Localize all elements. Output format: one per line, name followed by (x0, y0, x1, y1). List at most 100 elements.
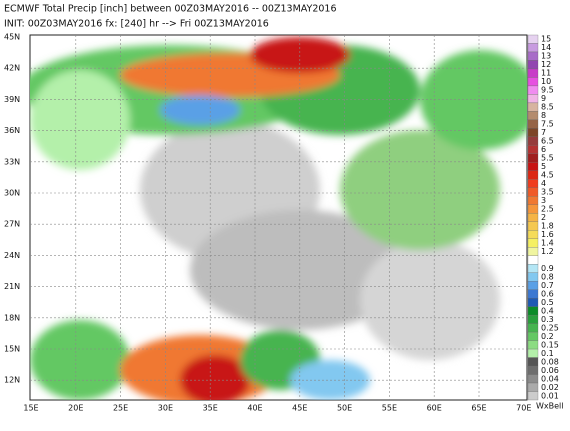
legend-label: 1.8 (541, 221, 554, 230)
legend-label: 1.6 (541, 230, 554, 239)
legend-label: 0.1 (541, 349, 554, 358)
legend-swatch (527, 204, 539, 214)
latitude-label: 21N (4, 282, 20, 291)
legend-label: 3 (541, 196, 546, 205)
legend-swatch (527, 323, 539, 333)
precip-field (30, 37, 527, 400)
longitude-label: 50E (337, 404, 352, 413)
legend-swatch (527, 374, 539, 384)
legend-swatch (527, 247, 539, 256)
legend-label: 5.5 (541, 154, 554, 163)
legend-label: 0.6 (541, 289, 554, 298)
longitude-label: 70E (516, 404, 531, 413)
legend-swatch (527, 153, 539, 163)
legend-swatch (527, 272, 539, 282)
longitude-label: 20E (68, 404, 83, 413)
legend-label: 2.5 (541, 205, 554, 214)
legend-label: 0.04 (541, 374, 559, 383)
graticule (30, 35, 527, 400)
legend-swatch (527, 145, 539, 154)
legend-label: 0.08 (541, 357, 559, 366)
legend-label: 1.2 (541, 247, 554, 256)
legend-label: 15 (541, 35, 551, 44)
legend-label: 1.4 (541, 238, 554, 247)
legend-swatch (527, 331, 539, 341)
latitude-label: 15N (4, 345, 20, 354)
latitude-label: 18N (4, 313, 20, 322)
legend-swatch (527, 170, 539, 180)
longitude-label: 25E (113, 404, 128, 413)
legend-swatch (527, 221, 539, 231)
legend-swatch (527, 136, 539, 146)
legend-label: 0.02 (541, 383, 559, 392)
legend-label: 6 (541, 145, 546, 154)
legend-swatch (527, 314, 539, 324)
longitude-label: 65E (471, 404, 486, 413)
legend-label: 8 (541, 111, 546, 120)
legend-label: 6.5 (541, 137, 554, 146)
legend-label: 0.7 (541, 281, 554, 290)
legend-label: 0.5 (541, 298, 554, 307)
legend-label: 9.5 (541, 86, 554, 95)
legend-swatch (527, 60, 539, 70)
legend-swatch (527, 94, 539, 104)
legend-label: 14 (541, 43, 551, 52)
legend-swatch (527, 128, 539, 138)
legend-swatch (527, 179, 539, 188)
legend-label: 0.25 (541, 323, 559, 332)
legend-swatch (527, 187, 539, 197)
latitude-label: 12N (4, 376, 20, 385)
legend-swatch (527, 357, 539, 367)
legend-swatch (527, 391, 539, 401)
legend-swatch (527, 264, 539, 273)
latitude-label: 27N (4, 220, 20, 229)
legend-swatch (527, 306, 539, 316)
legend-swatch (527, 196, 539, 205)
legend-swatch (527, 43, 539, 53)
legend-swatch (527, 230, 539, 239)
legend-label: 0.3 (541, 315, 554, 324)
longitude-label: 55E (382, 404, 397, 413)
legend-label: 4.5 (541, 171, 554, 180)
longitude-label: 35E (203, 404, 218, 413)
legend-swatch (527, 85, 539, 95)
legend-swatch (527, 68, 539, 78)
legend-swatch (527, 340, 539, 350)
legend-swatch (527, 382, 539, 392)
longitude-label: 45E (292, 404, 307, 413)
legend-label: 2 (541, 213, 546, 222)
longitude-label: 15E (23, 404, 38, 413)
latitude-label: 39N (4, 95, 20, 104)
legend-swatch (527, 365, 539, 375)
latitude-label: 42N (4, 64, 20, 73)
legend-label: 0.01 (541, 391, 559, 400)
legend-swatch (527, 51, 539, 61)
legend-label: 0.15 (541, 340, 559, 349)
legend-label: 7 (541, 128, 546, 137)
legend-label: 12 (541, 60, 551, 69)
legend-swatch (527, 297, 539, 307)
legend-swatch (527, 213, 539, 222)
latitude-label: 33N (4, 157, 20, 166)
legend-swatch (527, 281, 539, 290)
map-subtitle: INIT: 00Z03MAY2016 fx: [240] hr --> Fri … (4, 19, 269, 30)
legend-swatch (527, 119, 539, 129)
legend-label: 0.4 (541, 306, 554, 315)
legend-label: 9 (541, 94, 546, 103)
legend-swatch (527, 289, 539, 299)
legend-swatch (527, 102, 539, 112)
latitude-label: 30N (4, 189, 20, 198)
legend-label: 4 (541, 179, 546, 188)
longitude-label: 30E (158, 404, 173, 413)
legend-swatch (527, 255, 539, 265)
legend-label: 13 (541, 52, 551, 61)
legend-swatch (527, 34, 539, 44)
longitude-label: 60E (427, 404, 442, 413)
legend-swatch (527, 162, 539, 171)
legend-label: 5 (541, 162, 546, 171)
legend-label: 11 (541, 69, 551, 78)
legend-label: 0.8 (541, 272, 554, 281)
legend-swatch (527, 238, 539, 248)
